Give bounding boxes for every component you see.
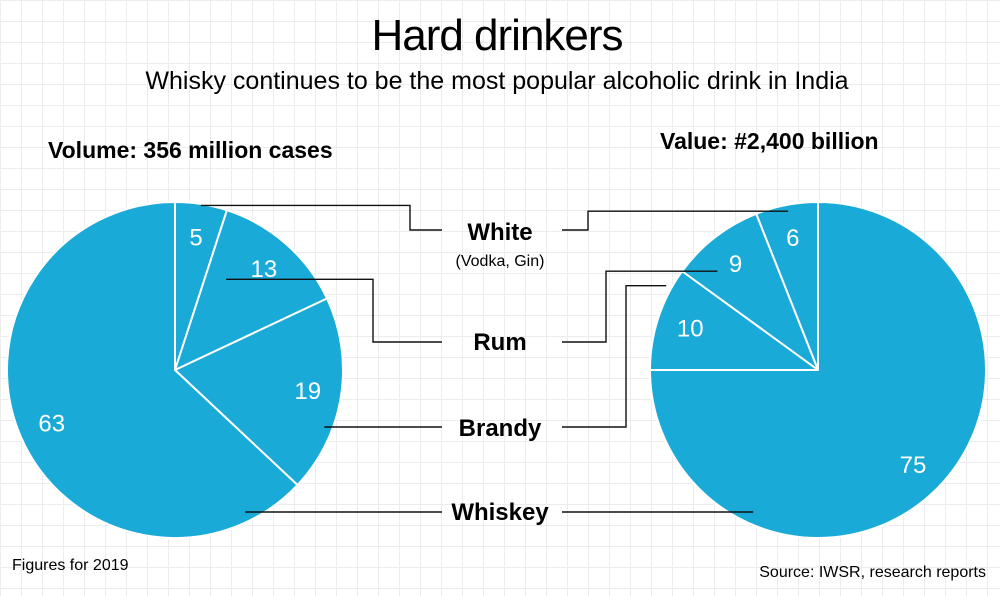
value-slice-rum	[681, 212, 819, 371]
leader-value-white	[562, 210, 789, 231]
value-value-label-brandy: 10	[677, 316, 704, 343]
value-pie: 6 9 10 75	[649, 201, 987, 539]
volume-slice-whiskey	[6, 201, 299, 539]
value-value-label-rum: 9	[729, 251, 742, 278]
value-pie-title: Value: #2,400 billion	[660, 128, 879, 154]
volume-value-label-white: 5	[189, 224, 202, 251]
chart-title: Hard drinkers	[371, 11, 622, 60]
category-label-rum: Rum	[473, 329, 526, 356]
volume-slice-rum	[174, 209, 329, 371]
leader-lines	[200, 204, 789, 513]
volume-value-label-brandy: 19	[294, 378, 321, 405]
value-slice-whiskey	[649, 201, 987, 539]
footnote: Figures for 2019	[12, 557, 129, 574]
chart-subtitle: Whisky continues to be the most popular …	[145, 67, 848, 95]
category-note-white: (Vodka, Gin)	[456, 253, 545, 270]
leader-volume-white	[200, 204, 442, 231]
value-value-label-white: 6	[786, 225, 799, 252]
volume-value-label-whiskey: 63	[38, 410, 65, 437]
value-slice-brandy	[649, 270, 819, 371]
volume-slice-brandy	[174, 297, 344, 487]
leader-value-brandy	[562, 285, 667, 428]
leader-volume-rum	[226, 278, 442, 343]
category-label-whiskey: Whiskey	[451, 499, 549, 526]
category-label-white: White	[467, 219, 532, 246]
leader-value-rum	[562, 270, 718, 343]
value-value-label-whiskey: 75	[900, 452, 927, 479]
category-label-brandy: Brandy	[459, 415, 542, 442]
source-note: Source: IWSR, research reports	[759, 564, 986, 581]
volume-pie-title: Volume: 356 million cases	[48, 137, 333, 163]
